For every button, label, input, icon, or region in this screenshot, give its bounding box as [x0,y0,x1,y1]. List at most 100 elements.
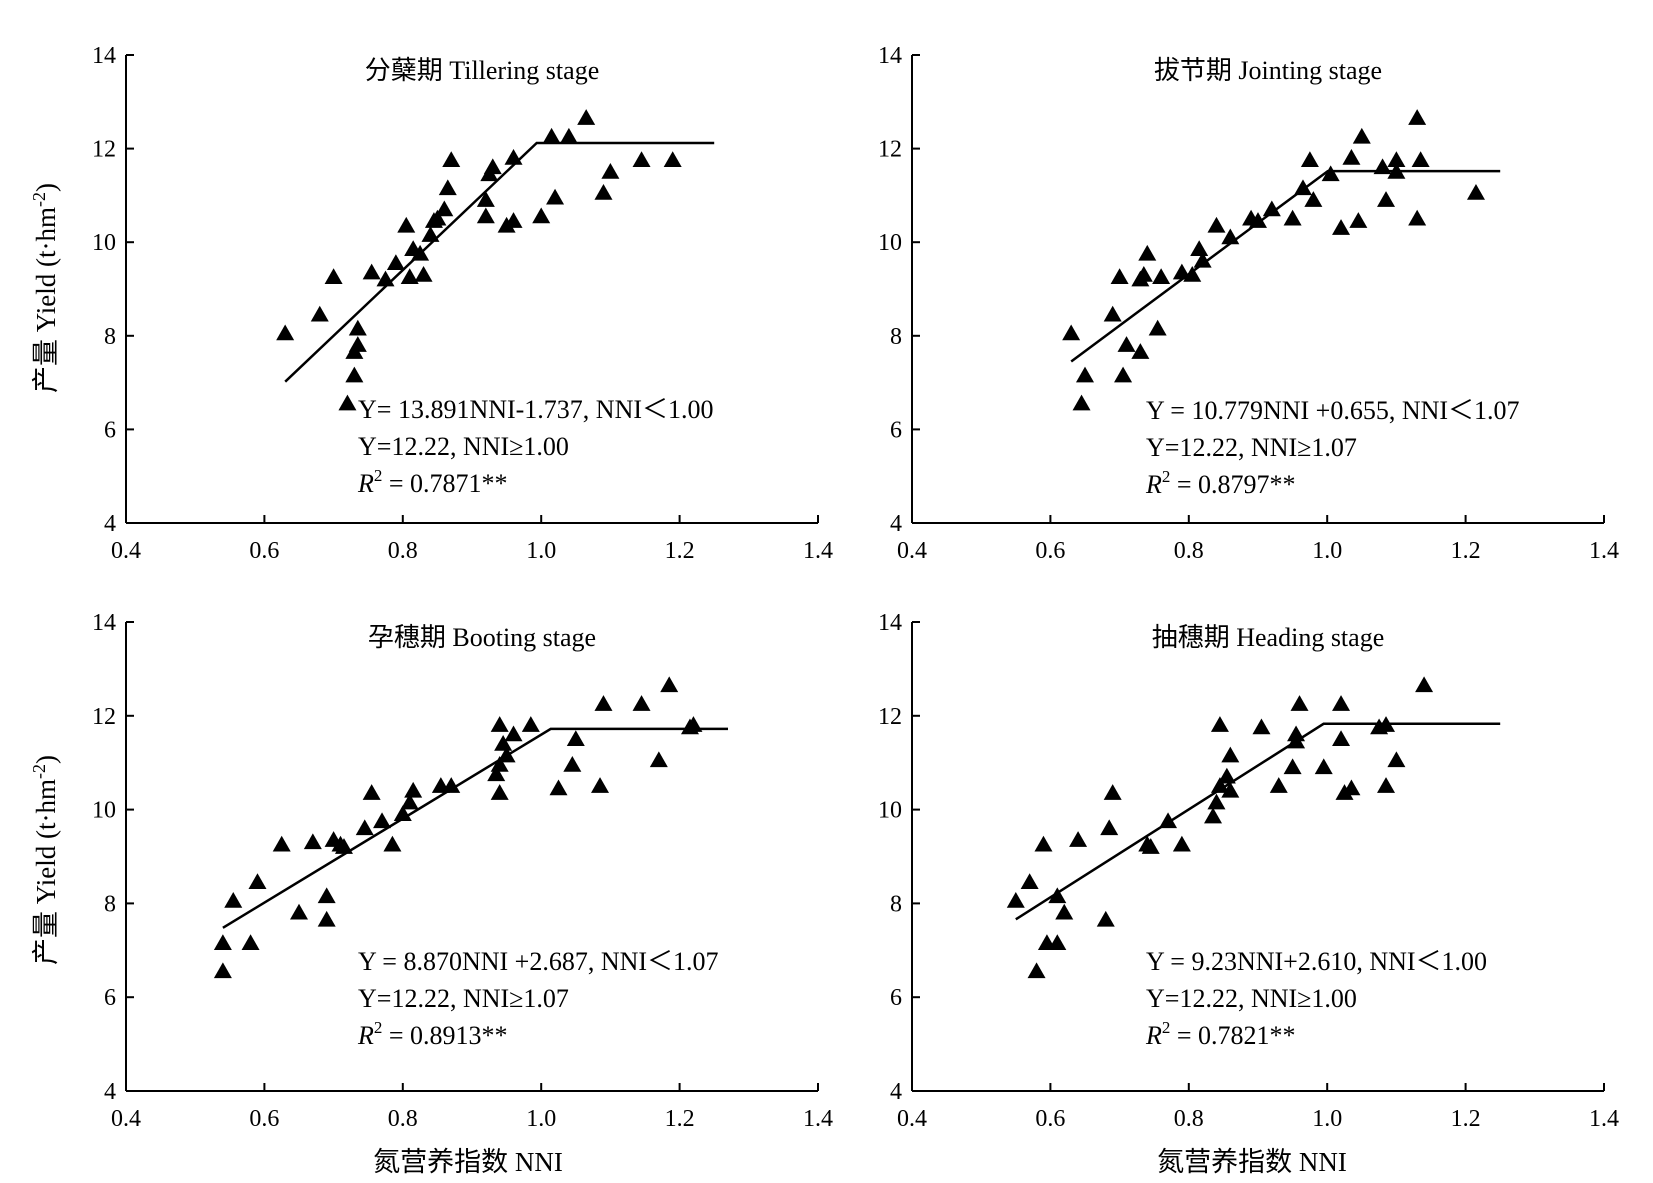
y-axis-label-prefix-2: 产量 Yield (t·hm [31,779,61,965]
data-point [559,127,578,144]
data-point [1252,718,1271,735]
data-point [213,934,232,951]
data-point [476,207,495,224]
x-tick-label: 1.0 [1312,1106,1342,1132]
data-point [1287,725,1306,742]
fit-line [284,141,715,383]
x-tick-label: 0.6 [1035,1106,1065,1132]
data-point [1190,240,1209,256]
data-point [1283,758,1302,775]
data-point [591,777,610,793]
y-axis-label-sup-2: -2 [29,764,49,779]
data-point [400,793,419,810]
panel-2: 4 6 8 10 12 14 0.4 0.6 0.8 1.0 1.2 1.4 拔节期 Jointing … [878,43,1619,564]
data-point [1332,219,1351,235]
r-squared: R2 = 0.7871** [357,466,508,498]
data-point [649,751,668,768]
x-tick-label: 1.4 [1589,1106,1619,1132]
data-point [1283,209,1302,226]
r-squared: R2 = 0.8797** [1145,467,1296,499]
x-tick-label: 0.4 [111,538,141,564]
r-value: = 0.7871** [382,469,507,498]
data-point [1134,265,1153,282]
y-tick-label: 14 [92,610,116,636]
data-point [1221,781,1240,798]
data-point [421,226,440,242]
y-axis-label-top: 产量 Yield (t·hm-2) [29,183,61,393]
data-point [1332,695,1351,711]
data-point [438,179,457,196]
y-tick-label: 6 [104,417,116,443]
data-point [310,305,329,322]
equation-line: Y = 8.870NNI +2.687, NNI＜1.07 [358,947,719,976]
x-tick-label: 0.8 [388,1106,418,1132]
data-point [442,151,461,168]
y-axis-label-suffix: ) [31,183,61,192]
data-point [376,270,395,287]
data-point [1321,165,1340,182]
data-point [1172,263,1191,280]
y-tick-label: 4 [104,1079,116,1105]
data-point [393,805,412,822]
data-point [483,158,502,175]
data-point [490,784,509,800]
x-tick-label: 1.4 [803,1106,833,1132]
x-tick-label: 0.4 [897,1106,927,1132]
y-tick-label: 4 [890,511,902,537]
data-point [1377,716,1396,732]
data-point [362,263,381,280]
data-point [383,835,402,852]
data-point [1076,366,1094,383]
r-symbol: R [1145,470,1162,499]
r-sup: 2 [374,466,383,485]
x-tick-label: 0.8 [1174,1106,1204,1132]
equation-line: Y=12.22, NNI≥1.07 [1146,433,1357,462]
r-value: = 0.8913** [382,1021,507,1050]
data-point [397,216,416,233]
data-point [594,695,613,711]
y-tick-label: 8 [890,324,902,350]
r-sup: 2 [1162,1018,1171,1037]
data-point [348,336,367,352]
data-point [476,191,495,207]
data-point [324,268,343,285]
data-point [563,756,582,772]
y-tick-label: 12 [878,137,902,163]
x-tick-label: 1.0 [1312,538,1342,564]
x-tick-label: 1.2 [665,1106,695,1132]
y-tick-label: 10 [878,230,902,256]
x-axis-label-left: 氮营养指数 NNI [373,1147,563,1177]
data-point [404,781,423,798]
data-point [1387,751,1406,768]
y-tick-label: 14 [878,610,902,636]
data-point [1262,200,1281,217]
data-point [490,756,509,772]
data-point [532,207,551,224]
equation-line: Y=12.22, NNI≥1.07 [358,984,569,1013]
data-point [1141,838,1160,854]
data-point [411,244,430,261]
data-point [355,819,374,836]
data-point [1100,819,1119,836]
data-point [414,265,433,282]
equation-line: Y=12.22, NNI≥1.00 [1146,984,1357,1013]
data-point [1183,265,1202,282]
data-point [1221,746,1240,763]
data-point [290,903,308,920]
data-point [1269,777,1288,793]
data-point [1300,151,1319,168]
r-symbol: R [357,469,374,498]
data-point [303,833,322,850]
x-axis-label-right: 氮营养指数 NNI [1157,1147,1347,1177]
data-point [334,838,353,854]
r-symbol: R [357,1021,374,1050]
data-point [663,151,682,168]
data-point [504,148,523,165]
data-point [1096,910,1115,927]
data-point [1342,779,1361,796]
y-tick-label: 10 [878,798,902,824]
x-tick-label: 0.6 [249,538,279,564]
data-point [1117,336,1136,352]
x-tick-label: 1.0 [526,1106,556,1132]
x-tick-label: 0.6 [249,1106,279,1132]
